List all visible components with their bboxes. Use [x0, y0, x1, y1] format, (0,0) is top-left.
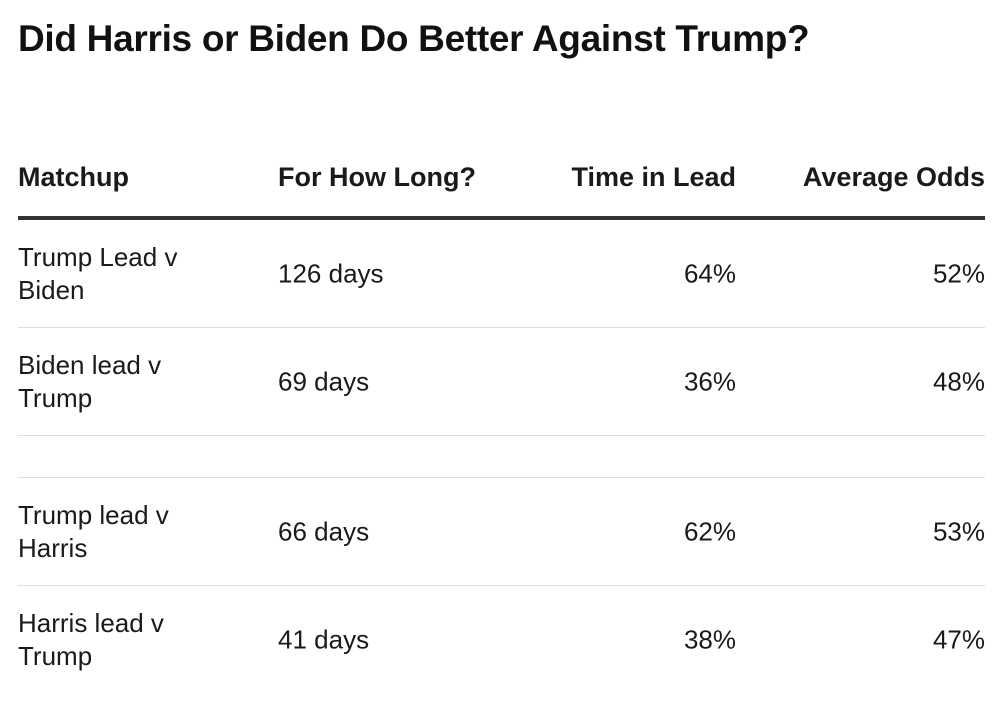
- matchup-cell: Harris lead v Trump: [18, 607, 164, 671]
- time-in-lead-cell: 64%: [683, 258, 736, 288]
- table-row: Harris lead v Trump 41 days 38% 47%: [18, 586, 985, 693]
- how-long-cell: 69 days: [278, 366, 370, 396]
- table-row: Biden lead v Trump 69 days 36% 48%: [18, 328, 985, 436]
- header-matchup: Matchup: [18, 162, 129, 192]
- matchup-cell: Trump Lead v Biden: [18, 241, 178, 305]
- table-title: Did Harris or Biden Do Better Against Tr…: [18, 18, 810, 59]
- header-time-in-lead: Time in Lead: [571, 162, 736, 192]
- table-header: Matchup For How Long? Time in Lead Avera…: [18, 118, 985, 220]
- matchup-cell: Biden lead v Trump: [18, 349, 162, 413]
- table-row: Trump Lead v Biden 126 days 64% 52%: [18, 220, 985, 328]
- comparison-table: Matchup For How Long? Time in Lead Avera…: [18, 118, 985, 693]
- average-odds-cell: 48%: [932, 366, 985, 396]
- header-how-long: For How Long?: [278, 162, 476, 192]
- time-in-lead-cell: 62%: [683, 516, 736, 546]
- time-in-lead-cell: 38%: [683, 624, 736, 654]
- header-average-odds: Average Odds: [802, 162, 985, 192]
- how-long-cell: 126 days: [278, 258, 384, 288]
- matchup-cell: Trump lead v Harris: [18, 499, 169, 563]
- time-in-lead-cell: 36%: [683, 366, 736, 396]
- how-long-cell: 41 days: [278, 624, 370, 654]
- table-spacer-row: [18, 436, 985, 478]
- average-odds-cell: 47%: [932, 624, 985, 654]
- average-odds-cell: 52%: [932, 258, 985, 288]
- table-row: Trump lead v Harris 66 days 62% 53%: [18, 478, 985, 586]
- how-long-cell: 66 days: [278, 516, 370, 546]
- average-odds-cell: 53%: [932, 516, 985, 546]
